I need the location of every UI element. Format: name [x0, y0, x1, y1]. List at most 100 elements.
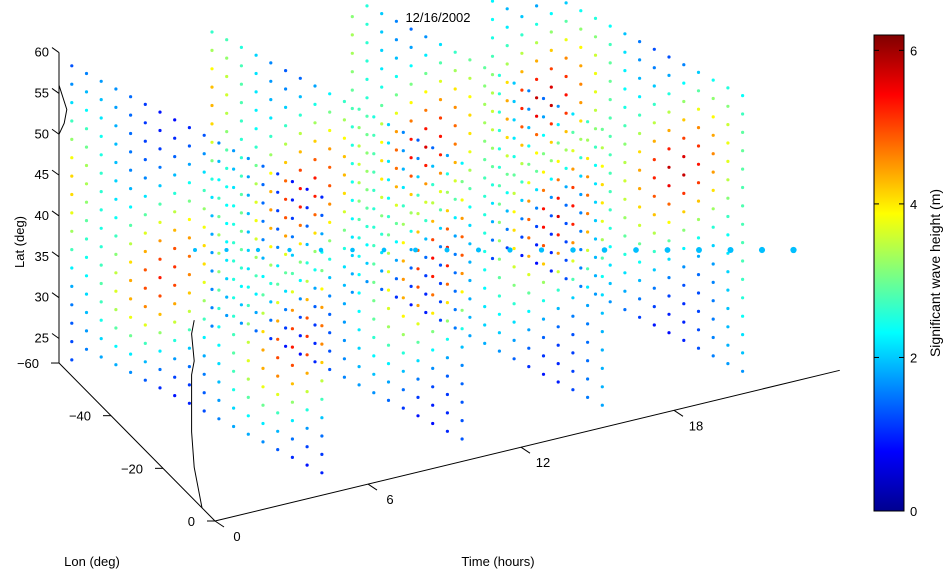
data-point [520, 70, 524, 74]
data-point [556, 380, 560, 384]
data-point [586, 359, 590, 363]
data-point [320, 379, 324, 383]
data-point [505, 227, 509, 231]
data-point [261, 164, 265, 168]
z-axis-tick-label: 30 [35, 290, 49, 305]
data-point [202, 133, 206, 137]
data-point [490, 238, 495, 242]
data-point [394, 38, 398, 42]
colorbar [873, 34, 905, 512]
data-point [556, 288, 560, 292]
data-point [445, 374, 449, 378]
data-point [158, 110, 162, 114]
data-point [328, 220, 332, 224]
data-point [512, 246, 516, 251]
coastline-segment [191, 320, 203, 508]
data-point [328, 147, 332, 151]
data-point [711, 207, 715, 211]
data-point [453, 252, 457, 256]
data-point [202, 372, 206, 376]
data-point [453, 216, 457, 220]
data-point [571, 314, 575, 318]
data-point [445, 319, 449, 323]
data-point [380, 122, 384, 126]
marker-dot [727, 246, 734, 254]
x-axis-label: Time (hours) [461, 554, 534, 569]
data-point [187, 328, 191, 332]
data-point [579, 101, 583, 105]
data-point [652, 286, 656, 290]
data-point [114, 234, 118, 238]
data-point [372, 391, 376, 395]
data-point [505, 209, 509, 213]
data-point [217, 215, 221, 219]
data-point [173, 228, 177, 232]
data-point [593, 182, 598, 186]
data-point [350, 51, 354, 55]
data-point [246, 230, 250, 234]
data-point [225, 130, 229, 134]
data-point [320, 305, 324, 309]
data-point [497, 257, 501, 261]
data-point [453, 160, 457, 165]
data-point [232, 406, 236, 410]
data-point [129, 370, 133, 374]
data-point [600, 330, 604, 334]
data-point [173, 265, 177, 269]
marker-dot [790, 246, 797, 254]
data-point [453, 197, 457, 201]
data-point [99, 245, 103, 249]
data-point [535, 59, 539, 63]
data-point [84, 145, 89, 149]
data-point [187, 346, 191, 350]
data-point [541, 152, 546, 156]
data-point [586, 395, 590, 399]
data-point [483, 286, 487, 290]
data-point [520, 217, 524, 221]
data-point [520, 125, 524, 129]
data-point [276, 190, 280, 194]
data-point [571, 167, 575, 171]
data-point [350, 70, 354, 74]
data-point [445, 301, 449, 305]
data-point [143, 341, 147, 345]
data-point [652, 158, 656, 162]
data-point [571, 277, 575, 281]
data-point [586, 377, 590, 381]
data-point [483, 231, 487, 235]
data-point [541, 372, 546, 376]
x-axis-line [214, 369, 840, 522]
data-point [623, 216, 627, 220]
data-point [84, 255, 89, 259]
data-point [276, 319, 280, 323]
data-point [741, 149, 745, 153]
data-point [276, 392, 280, 397]
data-point [682, 338, 686, 342]
data-point [261, 440, 265, 444]
data-point [438, 134, 443, 138]
data-point [313, 102, 317, 106]
data-point [505, 117, 509, 121]
data-point [365, 133, 369, 137]
marker-dot [381, 247, 387, 253]
data-point [512, 191, 516, 195]
data-point [741, 351, 745, 355]
data-point [129, 260, 133, 264]
data-point [217, 380, 221, 384]
data-point [99, 208, 103, 212]
data-point [416, 395, 420, 399]
data-point [202, 299, 206, 303]
data-point [586, 120, 590, 124]
data-point [438, 98, 443, 102]
data-point [527, 126, 531, 130]
data-point [438, 190, 443, 194]
data-point [173, 394, 177, 398]
data-point [114, 105, 118, 109]
data-point [225, 111, 229, 115]
data-point [438, 79, 443, 83]
data-point [114, 160, 118, 165]
data-point [401, 167, 405, 171]
data-point [143, 360, 147, 364]
data-point [424, 255, 428, 259]
data-point [453, 105, 457, 109]
